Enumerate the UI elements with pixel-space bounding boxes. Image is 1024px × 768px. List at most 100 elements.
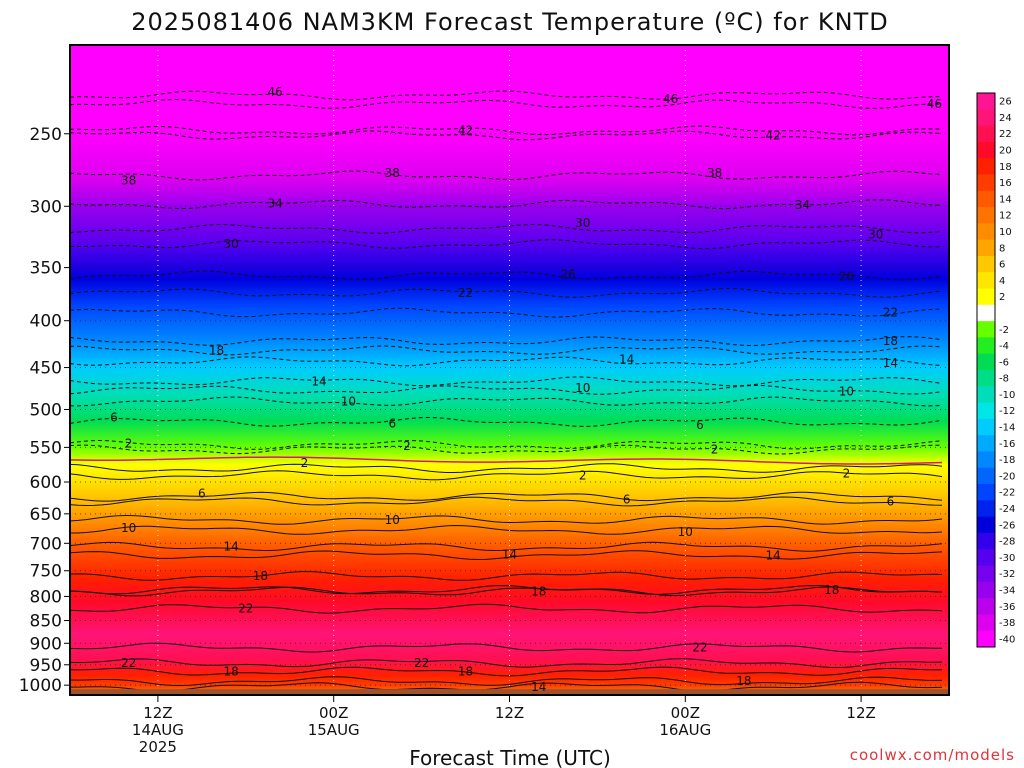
contour-label: 22 [238,602,253,616]
colorbar-swatch [977,207,995,224]
isotherm-line [70,416,943,427]
y-tick-label: 650 [30,505,62,525]
colorbar-swatch [977,516,995,534]
contour-label: 6 [887,494,895,508]
contour-label: 26 [560,267,575,281]
colorbar-swatch [977,255,995,273]
colorbar-swatch [977,174,995,192]
y-tick-label: 300 [30,197,62,217]
contour-label: 14 [311,374,326,388]
contour-label: 18 [458,664,473,678]
contour-label: 10 [121,521,136,535]
x-tick-label: 00Z [671,704,700,722]
contour-label: 22 [414,656,429,670]
x-tick-label: 16AUG [659,721,711,739]
colorbar-frame [976,92,996,648]
contour-label: 30 [575,216,590,230]
colorbar-label: -38 [999,618,1015,629]
x-tick-label: 00Z [319,704,348,722]
colorbar-swatch [977,500,995,518]
chart-title: 2025081406 NAM3KM Forecast Temperature (… [131,8,888,36]
colorbar-swatch [977,239,995,257]
contour-label: 6 [623,492,631,506]
contour-label: 14 [619,353,634,367]
x-tick-label: 15AUG [308,721,360,739]
colorbar-swatch [977,581,995,599]
colorbar-label: 14 [999,194,1012,205]
isotherm-line [70,524,943,535]
y-tick-label: 900 [30,634,62,654]
colorbar-label: -40 [999,634,1015,645]
isotherm-line [70,550,943,561]
isotherm-line [70,396,943,407]
isotherm-line [70,463,943,473]
colorbar-label: -6 [999,357,1009,368]
isotherm-line [70,336,943,347]
colorbar-label: 22 [999,129,1012,140]
contour-label: 6 [388,417,396,431]
y-tick-label: 550 [30,438,62,458]
colorbar-swatch [977,435,995,452]
x-tick-label: 12Z [143,704,172,722]
isotherm-contours [70,90,943,692]
contour-label: 14 [883,356,898,370]
contour-label: 22 [458,286,473,300]
colorbar-swatch [977,109,995,127]
contour-label: 34 [795,198,810,212]
isotherm-line [70,199,943,210]
colorbar-swatch [977,370,995,387]
isotherm-line [70,239,943,250]
contour-label: 30 [868,227,883,241]
x-tick-label: 2025 [139,738,177,756]
isotherm-line [70,98,942,109]
contour-label: 18 [883,334,898,348]
x-tick-label: 12Z [846,704,875,722]
isotherm-line [70,491,943,502]
contour-label: 10 [575,381,590,395]
contour-label: 14 [224,540,239,554]
y-tick-label: 600 [30,473,62,493]
y-axis: 2503003504004505005506006507007508008509… [19,125,70,696]
colorbar-label: -16 [999,439,1015,450]
contour-label: 22 [121,656,136,670]
x-axis-label: Forecast Time (UTC) [409,746,611,768]
contour-label: 46 [663,92,678,106]
y-tick-label: 1000 [19,676,62,696]
contour-label: 18 [824,583,839,597]
contour-label: 18 [253,569,268,583]
isotherm-line [70,642,943,653]
colorbar-label: -2 [999,325,1009,336]
freezing-level-line [70,456,943,465]
contour-label: 22 [883,306,898,320]
colorbar-label: -32 [999,569,1015,580]
isotherm-line [70,170,943,181]
contour-label: 10 [385,513,400,527]
contour-label: 38 [707,166,722,180]
isotherm-line [70,270,943,281]
colorbar-label: 8 [999,243,1005,254]
colorbar-swatch [977,598,995,615]
colorbar-swatch [977,223,995,241]
y-tick-label: 950 [30,656,62,676]
contour-label: 34 [267,197,282,211]
colorbar-swatch [977,614,995,632]
ground-surface [70,689,949,695]
colorbar-swatch [977,418,995,436]
isotherm-line [70,223,943,234]
colorbar-label: 10 [999,227,1012,238]
isotherm-line [70,585,943,595]
contour-label: 10 [341,394,356,408]
isotherm-line [70,603,943,614]
colorbar-label: -36 [999,602,1015,613]
isotherm-line [70,287,943,298]
colorbar-swatch [977,141,995,159]
contour-label: 2 [579,468,587,482]
contour-label: 14 [766,549,781,563]
colorbar-label: -12 [999,406,1015,417]
y-tick-label: 850 [30,612,62,632]
contour-label: 10 [678,525,693,539]
contour-label: 10 [839,385,854,399]
colorbar-swatch [977,158,995,175]
